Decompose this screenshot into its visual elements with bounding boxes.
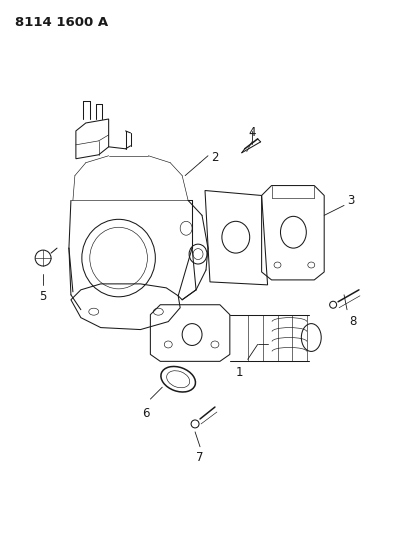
Text: 6: 6 — [142, 407, 149, 420]
Text: 8114 1600 A: 8114 1600 A — [15, 15, 109, 29]
Text: 7: 7 — [196, 451, 204, 464]
Text: 4: 4 — [248, 126, 255, 139]
Text: 5: 5 — [39, 290, 47, 303]
Text: 1: 1 — [235, 366, 243, 379]
Text: 8: 8 — [349, 314, 356, 328]
Text: 3: 3 — [347, 194, 354, 207]
Text: 2: 2 — [211, 151, 219, 164]
